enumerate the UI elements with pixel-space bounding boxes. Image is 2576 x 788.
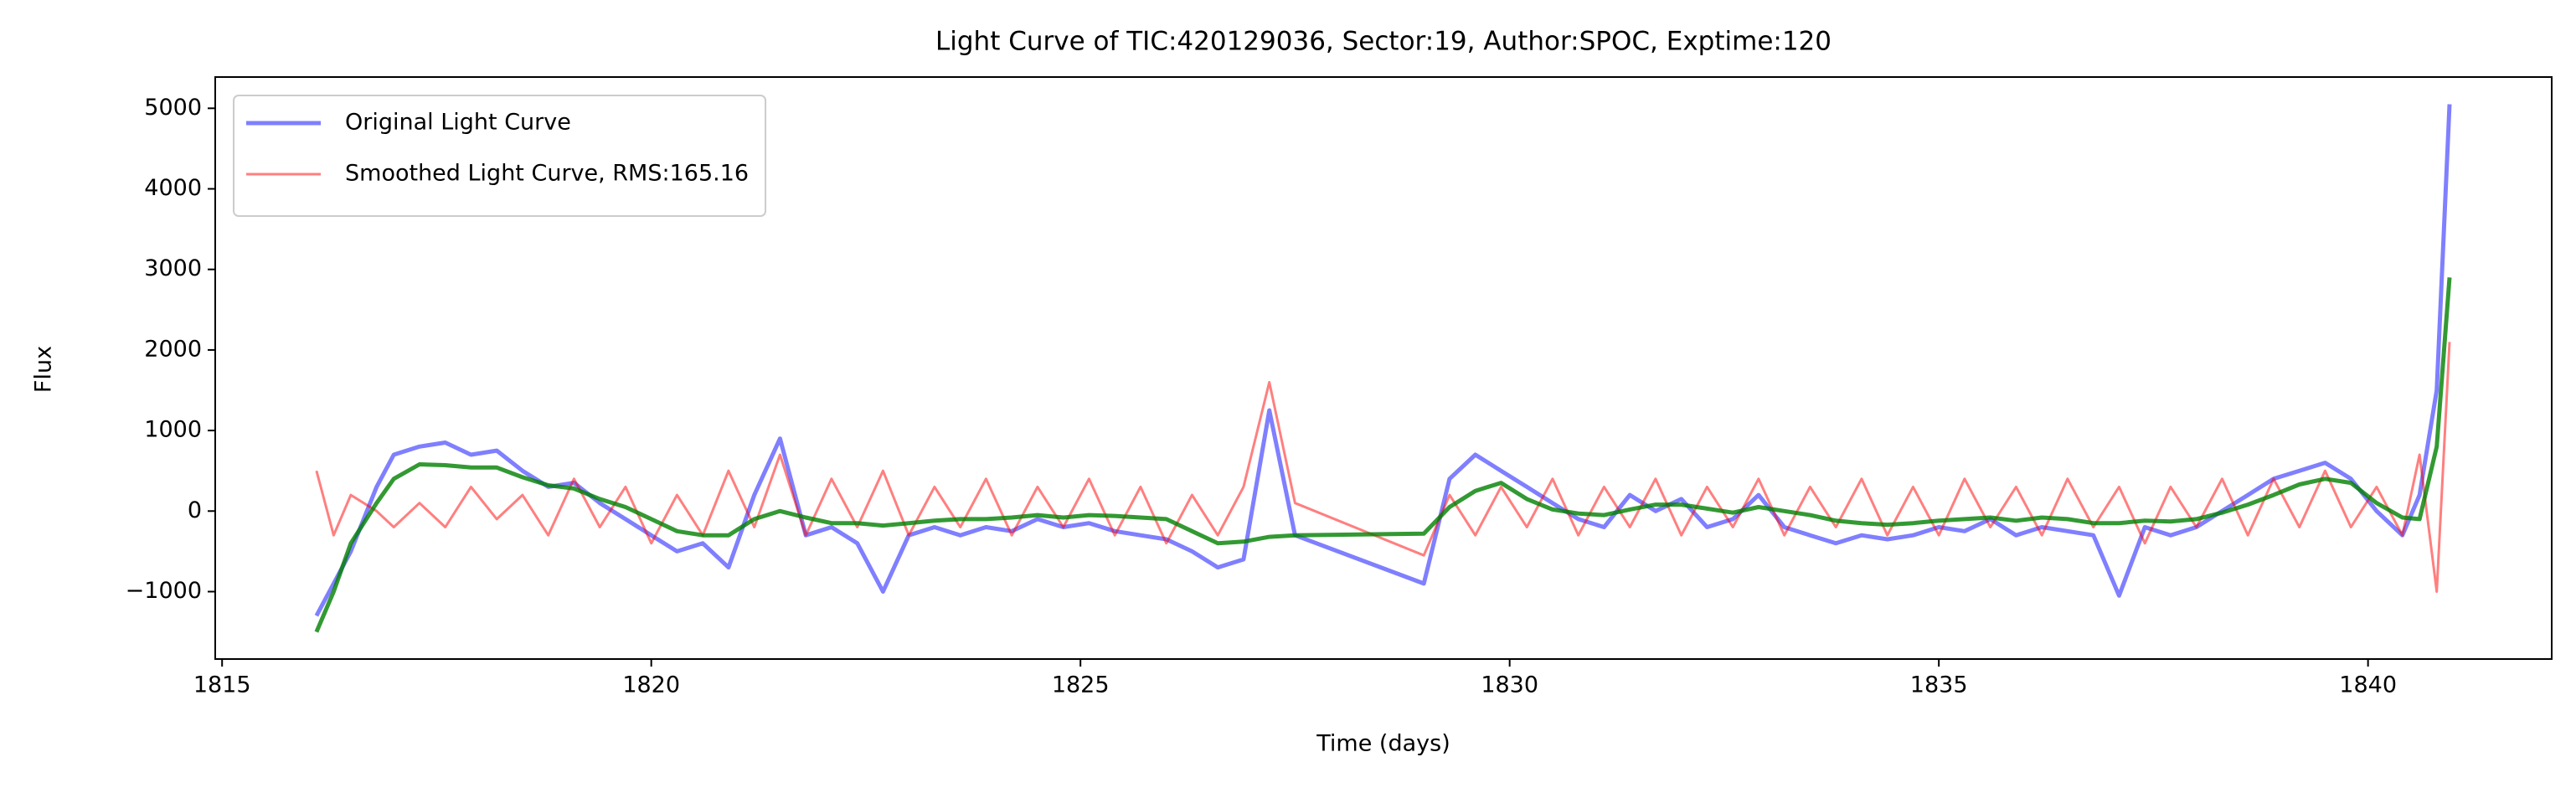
y-tick-label: 5000 <box>144 95 202 121</box>
y-tick-label: 2000 <box>144 336 202 362</box>
plot-area <box>314 104 2452 633</box>
y-tick-label: 1000 <box>144 417 202 443</box>
y-tick-label: 4000 <box>144 175 202 201</box>
x-tick-label: 1825 <box>1052 672 1110 698</box>
series-line <box>314 277 2452 633</box>
x-tick-label: 1835 <box>1910 672 1968 698</box>
x-tick-label: 1830 <box>1481 672 1538 698</box>
series-line <box>315 342 2451 593</box>
series-line <box>314 104 2452 617</box>
x-tick-label: 1840 <box>2339 672 2397 698</box>
y-tick-label: 0 <box>188 497 202 523</box>
x-tick-label: 1815 <box>193 672 251 698</box>
legend-label: Original Light Curve <box>345 110 571 136</box>
legend-label: Smoothed Light Curve, RMS:165.16 <box>345 161 749 187</box>
legend-box <box>233 95 767 217</box>
y-axis-label: Flux <box>31 346 57 393</box>
y-tick-label: 3000 <box>144 255 202 281</box>
axes-frame <box>214 76 2553 660</box>
y-tick-label: −1000 <box>126 578 202 604</box>
x-axis-label: Time (days) <box>1316 731 1450 757</box>
chart-title: Light Curve of TIC:420129036, Sector:19,… <box>935 27 1832 57</box>
x-tick-label: 1820 <box>622 672 680 698</box>
